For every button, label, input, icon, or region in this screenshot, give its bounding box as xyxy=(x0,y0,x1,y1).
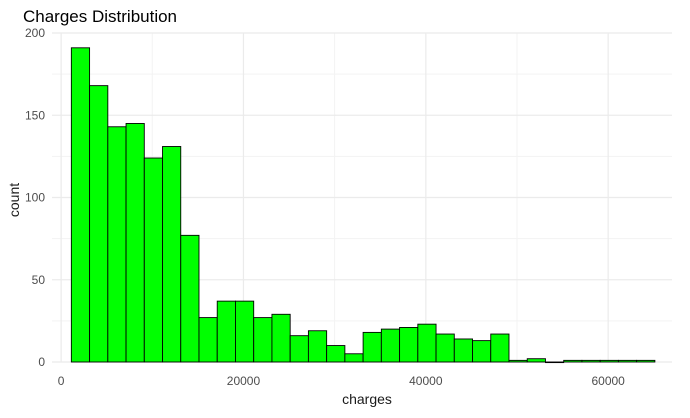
histogram-bar xyxy=(453,338,473,363)
histogram-bar xyxy=(216,300,236,363)
histogram-bar xyxy=(235,300,255,363)
histogram-bar xyxy=(399,327,419,363)
histogram-bar xyxy=(326,345,346,363)
histogram-bar xyxy=(636,359,656,363)
histogram-bar xyxy=(198,317,218,363)
x-tick-label: 20000 xyxy=(227,374,261,388)
y-axis-ticks: 0 50 100 150 200 xyxy=(25,26,45,369)
histogram-bar xyxy=(271,313,291,363)
x-axis-ticks: 0 20000 40000 60000 xyxy=(58,374,625,388)
y-tick-label: 150 xyxy=(25,108,45,122)
y-axis-title: count xyxy=(6,183,22,217)
histogram-bar xyxy=(617,359,638,363)
histogram-bar xyxy=(435,333,455,363)
histogram-bar xyxy=(125,123,145,363)
histogram-bar xyxy=(289,335,309,363)
histogram-bar xyxy=(143,157,163,363)
histogram-bar xyxy=(89,85,109,363)
x-tick-label: 60000 xyxy=(591,374,625,388)
histogram-bar xyxy=(508,359,528,363)
histogram-bar xyxy=(362,331,382,363)
histogram-bar xyxy=(380,328,401,363)
histogram-bar xyxy=(162,146,182,363)
histogram-bar xyxy=(563,359,583,363)
histogram-bar xyxy=(545,361,565,364)
histogram-bar xyxy=(307,330,328,363)
chart-title: Charges Distribution xyxy=(23,7,177,26)
x-tick-label: 40000 xyxy=(409,374,443,388)
y-tick-label: 50 xyxy=(32,273,46,287)
histogram-bar xyxy=(526,358,546,363)
x-tick-label: 0 xyxy=(58,374,65,388)
histogram-bars xyxy=(70,47,656,364)
histogram-bar xyxy=(70,47,91,363)
histogram-bar xyxy=(581,359,601,363)
histogram-bar xyxy=(417,323,437,363)
histogram-bar xyxy=(253,317,273,363)
histogram-bar xyxy=(490,333,510,363)
histogram-bar xyxy=(107,126,127,363)
histogram-bar xyxy=(344,353,364,363)
histogram-bar xyxy=(599,359,619,363)
y-tick-label: 0 xyxy=(38,355,45,369)
y-tick-label: 200 xyxy=(25,26,45,40)
y-tick-label: 100 xyxy=(25,191,45,205)
histogram-bar xyxy=(180,234,200,363)
histogram-bar xyxy=(472,340,492,363)
x-axis-title: charges xyxy=(342,391,392,407)
